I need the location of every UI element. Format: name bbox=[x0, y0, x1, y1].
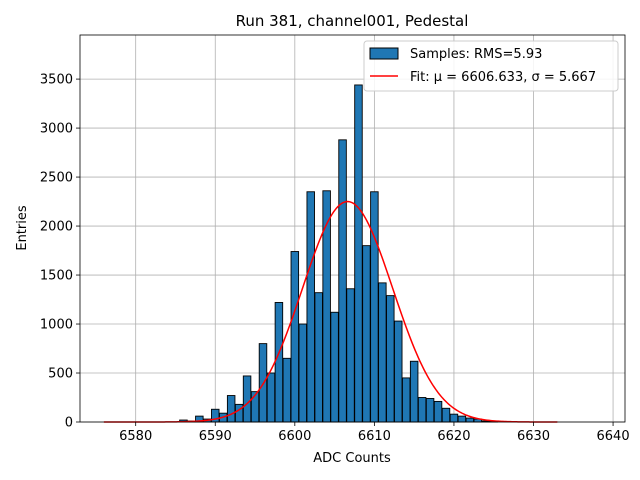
histogram-bar bbox=[338, 139, 347, 423]
histogram-bar bbox=[394, 320, 403, 423]
histogram-bar bbox=[378, 282, 387, 423]
histogram-bar bbox=[409, 360, 419, 423]
legend-box bbox=[363, 40, 619, 92]
histogram-bar bbox=[242, 375, 252, 423]
x-tick-label: 6580 bbox=[119, 429, 152, 444]
histogram-bar bbox=[370, 191, 379, 423]
histogram-bar bbox=[362, 245, 371, 423]
x-tick-label: 6640 bbox=[597, 429, 630, 444]
histogram-bar bbox=[330, 311, 339, 423]
y-tick-label: 1000 bbox=[40, 318, 73, 333]
histogram-bar bbox=[449, 413, 459, 423]
y-tick-label: 1500 bbox=[40, 269, 73, 284]
y-axis-label: Entries bbox=[15, 205, 30, 251]
histogram-bar bbox=[441, 407, 451, 423]
histogram-bar bbox=[465, 417, 475, 423]
histogram-bar bbox=[274, 302, 284, 423]
histogram-bar bbox=[226, 395, 236, 423]
x-tick-label: 6610 bbox=[358, 429, 391, 444]
x-tick-label: 6630 bbox=[517, 429, 550, 444]
histogram-bar bbox=[346, 288, 355, 423]
x-tick-label: 6620 bbox=[437, 429, 470, 444]
histogram-bar bbox=[306, 191, 315, 423]
y-tick-label: 2500 bbox=[40, 171, 73, 186]
chart-title: Run 381, channel001, Pedestal bbox=[236, 12, 469, 30]
histogram-bar bbox=[266, 372, 276, 423]
x-tick-label: 6600 bbox=[278, 429, 311, 444]
histogram-bar bbox=[298, 323, 308, 423]
histogram-bars bbox=[179, 84, 498, 423]
histogram-bar bbox=[433, 400, 443, 423]
x-axis-ticks: 6580 6590 6600 6610 6620 6630 6640 bbox=[119, 422, 630, 444]
histogram-bar bbox=[314, 292, 323, 423]
legend-samples-label: Samples: RMS=5.93 bbox=[410, 47, 542, 62]
y-tick-label: 2000 bbox=[40, 220, 73, 235]
histogram-bar bbox=[234, 403, 244, 423]
histogram-bar bbox=[354, 84, 363, 423]
x-tick-label: 6590 bbox=[199, 429, 232, 444]
x-axis-label: ADC Counts bbox=[313, 451, 391, 466]
y-tick-label: 500 bbox=[48, 367, 73, 382]
y-tick-label: 3500 bbox=[40, 73, 73, 88]
histogram-bar bbox=[290, 251, 300, 423]
histogram-bar bbox=[425, 398, 435, 423]
plot-frame bbox=[79, 34, 626, 423]
y-axis-ticks: 0 500 1000 1500 2000 2500 3000 3500 bbox=[40, 73, 80, 431]
histogram-bar bbox=[417, 397, 427, 423]
legend-fit-label: Fit: μ = 6606.633, σ = 5.667 bbox=[410, 70, 596, 85]
histogram-bar bbox=[282, 357, 292, 423]
histogram-bar bbox=[457, 415, 467, 423]
legend-samples-swatch bbox=[369, 47, 399, 60]
histogram-bar bbox=[386, 295, 395, 423]
legend: Samples: RMS=5.93 Fit: μ = 6606.633, σ =… bbox=[363, 40, 619, 92]
y-tick-label: 3000 bbox=[40, 122, 73, 137]
y-tick-label: 0 bbox=[65, 416, 73, 431]
histogram-bar bbox=[401, 377, 411, 423]
